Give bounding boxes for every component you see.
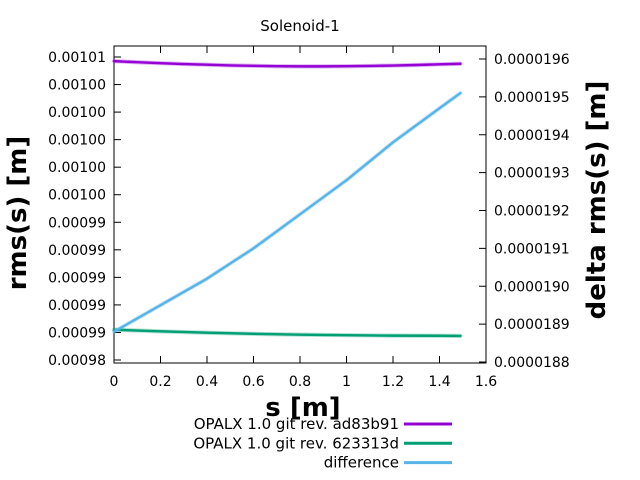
y2-tick-label: 0.0000194 <box>494 128 570 144</box>
series-line-3 <box>112 91 462 333</box>
legend-label: OPALX 1.0 git rev. ad83b91 <box>194 415 399 433</box>
y2-tick-label: 0.0000195 <box>494 90 570 106</box>
series-line-1 <box>112 59 462 68</box>
y2-tick-label: 0.0000192 <box>494 204 570 220</box>
y2-tick-label: 0.0000189 <box>494 317 570 333</box>
x-tick-label: 0.4 <box>196 374 218 390</box>
x-tick-label: 0.2 <box>149 374 171 390</box>
y2-axis-label: delta rms(s) [m] <box>582 81 612 320</box>
series-line-halo-3 <box>111 90 463 334</box>
y1-tick-label: 0.00099 <box>48 325 106 341</box>
y1-tick-label: 0.00100 <box>48 160 106 176</box>
y1-tick-label: 0.00099 <box>48 243 106 259</box>
legend-label: OPALX 1.0 git rev. 623313d <box>193 434 399 452</box>
y2-tick-label: 0.0000191 <box>494 241 570 257</box>
x-tick-label: 0.6 <box>242 374 264 390</box>
y1-tick-label: 0.00099 <box>48 298 106 314</box>
y1-tick-label: 0.00098 <box>48 353 106 369</box>
frame-border <box>113 45 487 364</box>
series-lines <box>111 59 463 338</box>
plot-frame <box>113 45 487 364</box>
y1-tick-label: 0.00099 <box>48 215 106 231</box>
x-tick-label: 1 <box>342 374 351 390</box>
series-line-2 <box>112 328 462 338</box>
chart-title: Solenoid-1 <box>260 17 339 35</box>
x-tick-label: 1.6 <box>475 374 497 390</box>
y1-axis-label: rms(s) [m] <box>3 136 33 291</box>
y2-tick-label: 0.0000188 <box>494 355 570 371</box>
y2-tick-label: 0.0000196 <box>494 52 570 68</box>
x-tick-label: 0 <box>110 374 119 390</box>
y1-tick-label: 0.00100 <box>48 78 106 94</box>
y1-tick-label: 0.00101 <box>48 50 106 66</box>
legend-label: difference <box>324 454 399 472</box>
axis-ticks: 0 0.2 0.4 0.6 0.8 1 1.2 1.4 1.6 0.00101 0.00100 0.0… <box>48 46 570 390</box>
x-tick-label: 0.8 <box>289 374 311 390</box>
x-tick-label: 1.4 <box>428 374 450 390</box>
y1-tick-label: 0.00100 <box>48 188 106 204</box>
y1-tick-label: 0.00100 <box>48 105 106 121</box>
y1-tick-label: 0.00100 <box>48 133 106 149</box>
x-axis-label: s [m] <box>265 393 340 423</box>
x-tick-label: 1.2 <box>382 374 404 390</box>
y2-tick-label: 0.0000193 <box>494 166 570 182</box>
y1-tick-label: 0.00099 <box>48 270 106 286</box>
y2-tick-label: 0.0000190 <box>494 279 570 295</box>
